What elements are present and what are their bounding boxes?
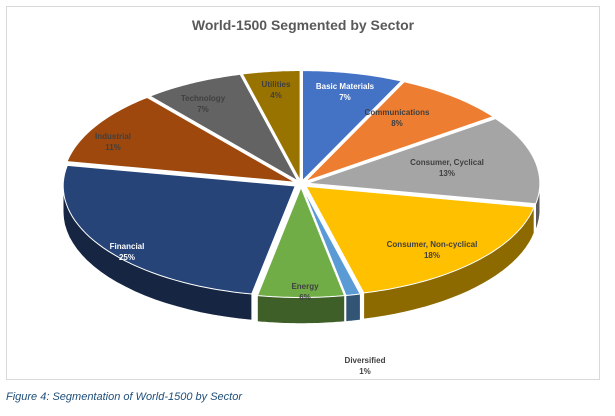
slice-label-industrial: Industrial xyxy=(95,132,131,141)
chart-frame: World-1500 Segmented by Sector Basic Mat… xyxy=(6,6,600,380)
pie-slice-financial xyxy=(62,164,296,295)
slice-value-consumer-cyclical: 13% xyxy=(439,169,455,178)
pie-slice-utilities xyxy=(241,70,301,181)
slice-value-industrial: 11% xyxy=(105,143,121,152)
slice-value-technology: 7% xyxy=(197,105,209,114)
slice-label-consumer-noncyclical: Consumer, Non-cyclical xyxy=(387,240,478,249)
pie-slice-communications xyxy=(305,81,495,182)
slice-value-energy: 6% xyxy=(299,293,311,302)
slice-value-utilities: 4% xyxy=(270,91,282,100)
slice-label-basic-materials: Basic Materials xyxy=(316,82,375,91)
slice-value-diversified: 1% xyxy=(359,367,371,376)
slice-label-financial: Financial xyxy=(110,242,145,251)
slice-value-consumer-noncyclical: 18% xyxy=(424,251,440,260)
pie-slice-diversified xyxy=(302,187,362,297)
slice-label-energy: Energy xyxy=(291,282,319,291)
pie-chart: Basic Materials 7% Communications 8% Consume… xyxy=(62,70,541,376)
pie-top-faces xyxy=(62,70,541,298)
pie-labels: Basic Materials 7% Communications 8% Consume… xyxy=(95,80,484,376)
pie-slice-basic-materials xyxy=(302,70,403,182)
pie-slice-industrial xyxy=(66,96,296,183)
slice-label-diversified: Diversified xyxy=(345,356,386,365)
slice-label-utilities: Utilities xyxy=(262,80,291,89)
slice-value-basic-materials: 7% xyxy=(339,93,351,102)
slice-label-consumer-cyclical: Consumer, Cyclical xyxy=(410,158,484,167)
slice-label-communications: Communications xyxy=(365,108,430,117)
pie-slice-technology xyxy=(148,73,300,183)
figure-caption: Figure 4: Segmentation of World-1500 by … xyxy=(6,391,243,403)
pie-slice-consumer-cyclical xyxy=(307,118,541,205)
pie-side-walls xyxy=(62,183,541,324)
slice-value-financial: 25% xyxy=(119,253,135,262)
pie-slice-consumer-noncyclical xyxy=(305,185,535,294)
slice-value-communications: 8% xyxy=(391,119,403,128)
pie-side-diversified xyxy=(345,293,361,322)
slice-label-technology: Technology xyxy=(181,94,226,103)
pie-slice-energy xyxy=(256,186,346,298)
chart-title: World-1500 Segmented by Sector xyxy=(191,17,415,33)
